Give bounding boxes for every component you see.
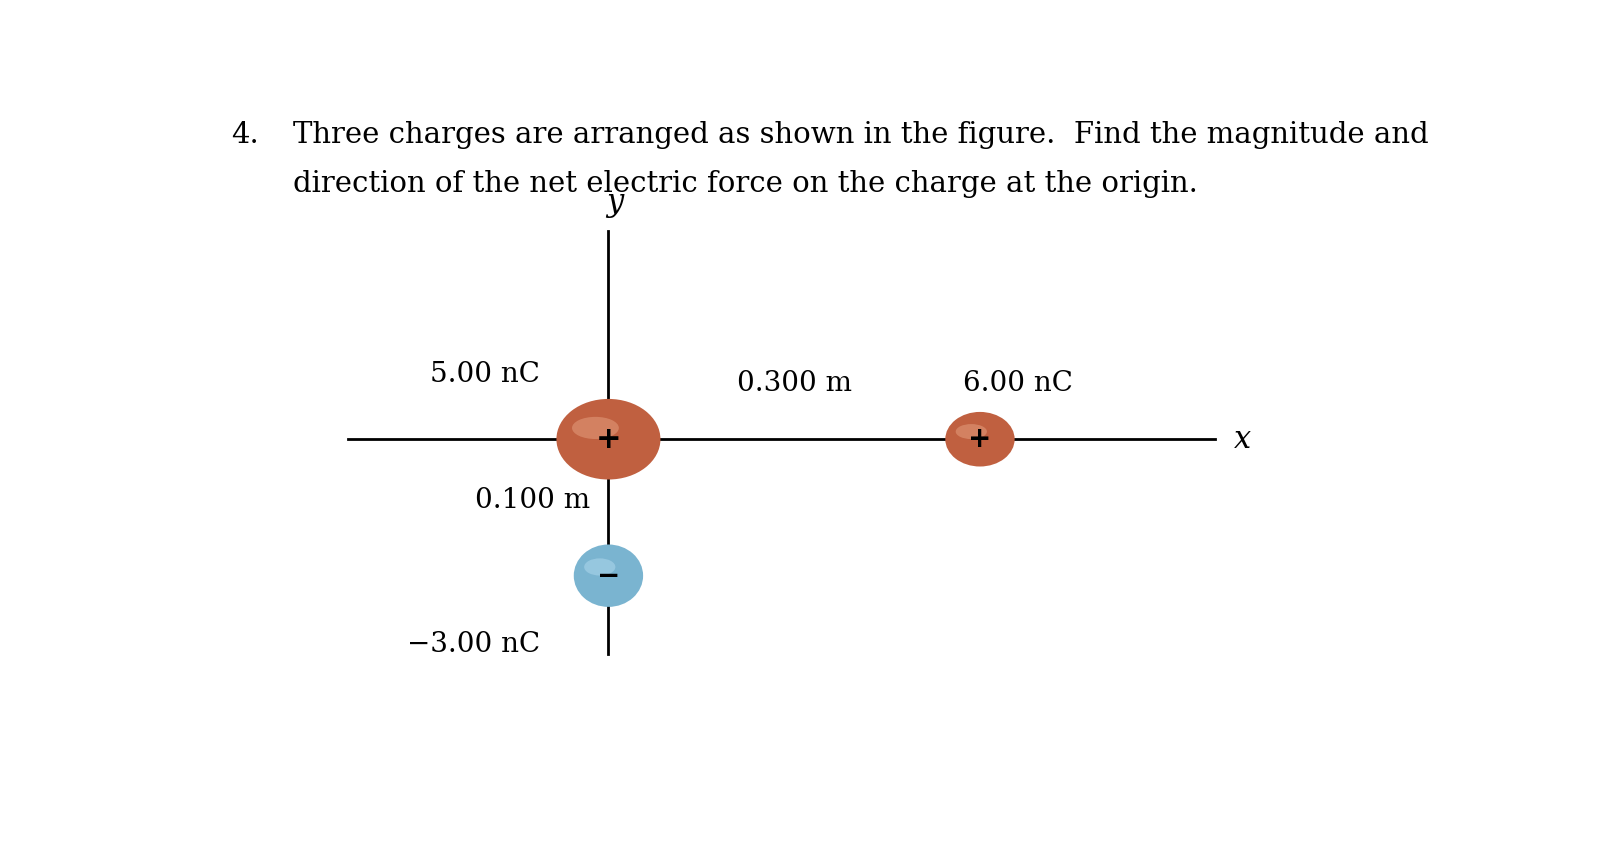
Ellipse shape <box>556 399 660 479</box>
Text: 5.00 nC: 5.00 nC <box>430 360 540 387</box>
Text: y: y <box>606 187 623 219</box>
Text: +: + <box>596 425 622 454</box>
Text: −3.00 nC: −3.00 nC <box>407 631 540 658</box>
Ellipse shape <box>574 544 642 607</box>
Text: 6.00 nC: 6.00 nC <box>964 371 1072 398</box>
Text: direction of the net electric force on the charge at the origin.: direction of the net electric force on t… <box>292 170 1197 197</box>
Text: +: + <box>968 425 992 453</box>
Text: 0.100 m: 0.100 m <box>475 488 590 515</box>
Text: 4.: 4. <box>230 121 259 149</box>
Ellipse shape <box>956 424 988 439</box>
Ellipse shape <box>585 559 615 576</box>
Ellipse shape <box>946 412 1015 467</box>
Ellipse shape <box>572 417 618 439</box>
Text: −: − <box>596 562 620 590</box>
Text: Three charges are arranged as shown in the figure.  Find the magnitude and: Three charges are arranged as shown in t… <box>292 121 1429 149</box>
Text: 0.300 m: 0.300 m <box>737 370 852 397</box>
Text: x: x <box>1234 424 1251 455</box>
